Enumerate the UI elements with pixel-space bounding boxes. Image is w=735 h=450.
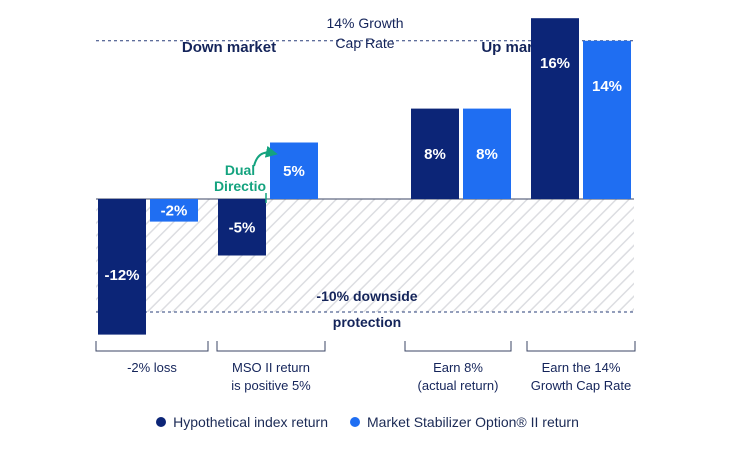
data-label-index-2: 8% bbox=[424, 146, 446, 163]
reference-label-cap-line1: 14% Growth bbox=[326, 15, 403, 31]
scenario-bracket-0 bbox=[95, 341, 209, 352]
scenario-label-0: -2% loss bbox=[127, 360, 177, 375]
data-label-index-3: 16% bbox=[540, 55, 570, 72]
scenario-label-2: Earn 8% (actual return) bbox=[418, 360, 499, 393]
legend-item-mso: Market Stabilizer Option® II return bbox=[350, 414, 579, 430]
reference-label-protection-line2: protection bbox=[333, 314, 401, 330]
annotation-arrow bbox=[253, 145, 278, 167]
bar-mso-3 bbox=[583, 40, 631, 199]
bar-mso-1 bbox=[270, 142, 318, 199]
legend: Hypothetical index return Market Stabili… bbox=[0, 414, 735, 430]
bar-index-0 bbox=[98, 199, 146, 335]
bar-mso-0 bbox=[150, 199, 198, 222]
scenario-bracket-2 bbox=[404, 341, 512, 352]
bar-mso-2 bbox=[463, 108, 511, 199]
bar-index-1 bbox=[218, 199, 266, 256]
legend-label-index: Hypothetical index return bbox=[173, 414, 329, 430]
legend-marker-index bbox=[156, 417, 167, 427]
scenario-label-3: Earn the 14% Growth Cap Rate bbox=[531, 360, 631, 393]
reference-label-cap-line2: Cap Rate bbox=[335, 35, 394, 51]
scenario-bracket-1 bbox=[216, 341, 326, 352]
data-label-mso-3: 14% bbox=[592, 78, 622, 95]
reference-label-protection-line1: -10% downside bbox=[316, 288, 417, 304]
legend-marker-mso bbox=[350, 417, 361, 427]
data-label-mso-2: 8% bbox=[476, 146, 498, 163]
scenario-bracket-3 bbox=[526, 341, 636, 352]
legend-item-index: Hypothetical index return bbox=[156, 414, 328, 430]
data-label-index-1: -5% bbox=[229, 219, 256, 236]
data-label-mso-0: -2% bbox=[161, 202, 188, 219]
scenario-label-1: MSO II return is positive 5% bbox=[231, 360, 311, 393]
annotation-dual-direction: Dual Directio bbox=[214, 162, 266, 194]
legend-label-mso: Market Stabilizer Option® II return bbox=[367, 414, 579, 430]
group-heading-0: Down market bbox=[182, 39, 276, 56]
data-label-index-0: -12% bbox=[104, 267, 139, 284]
bar-index-2 bbox=[411, 108, 459, 199]
data-label-mso-1: 5% bbox=[283, 163, 305, 180]
bar-index-3 bbox=[531, 18, 579, 200]
